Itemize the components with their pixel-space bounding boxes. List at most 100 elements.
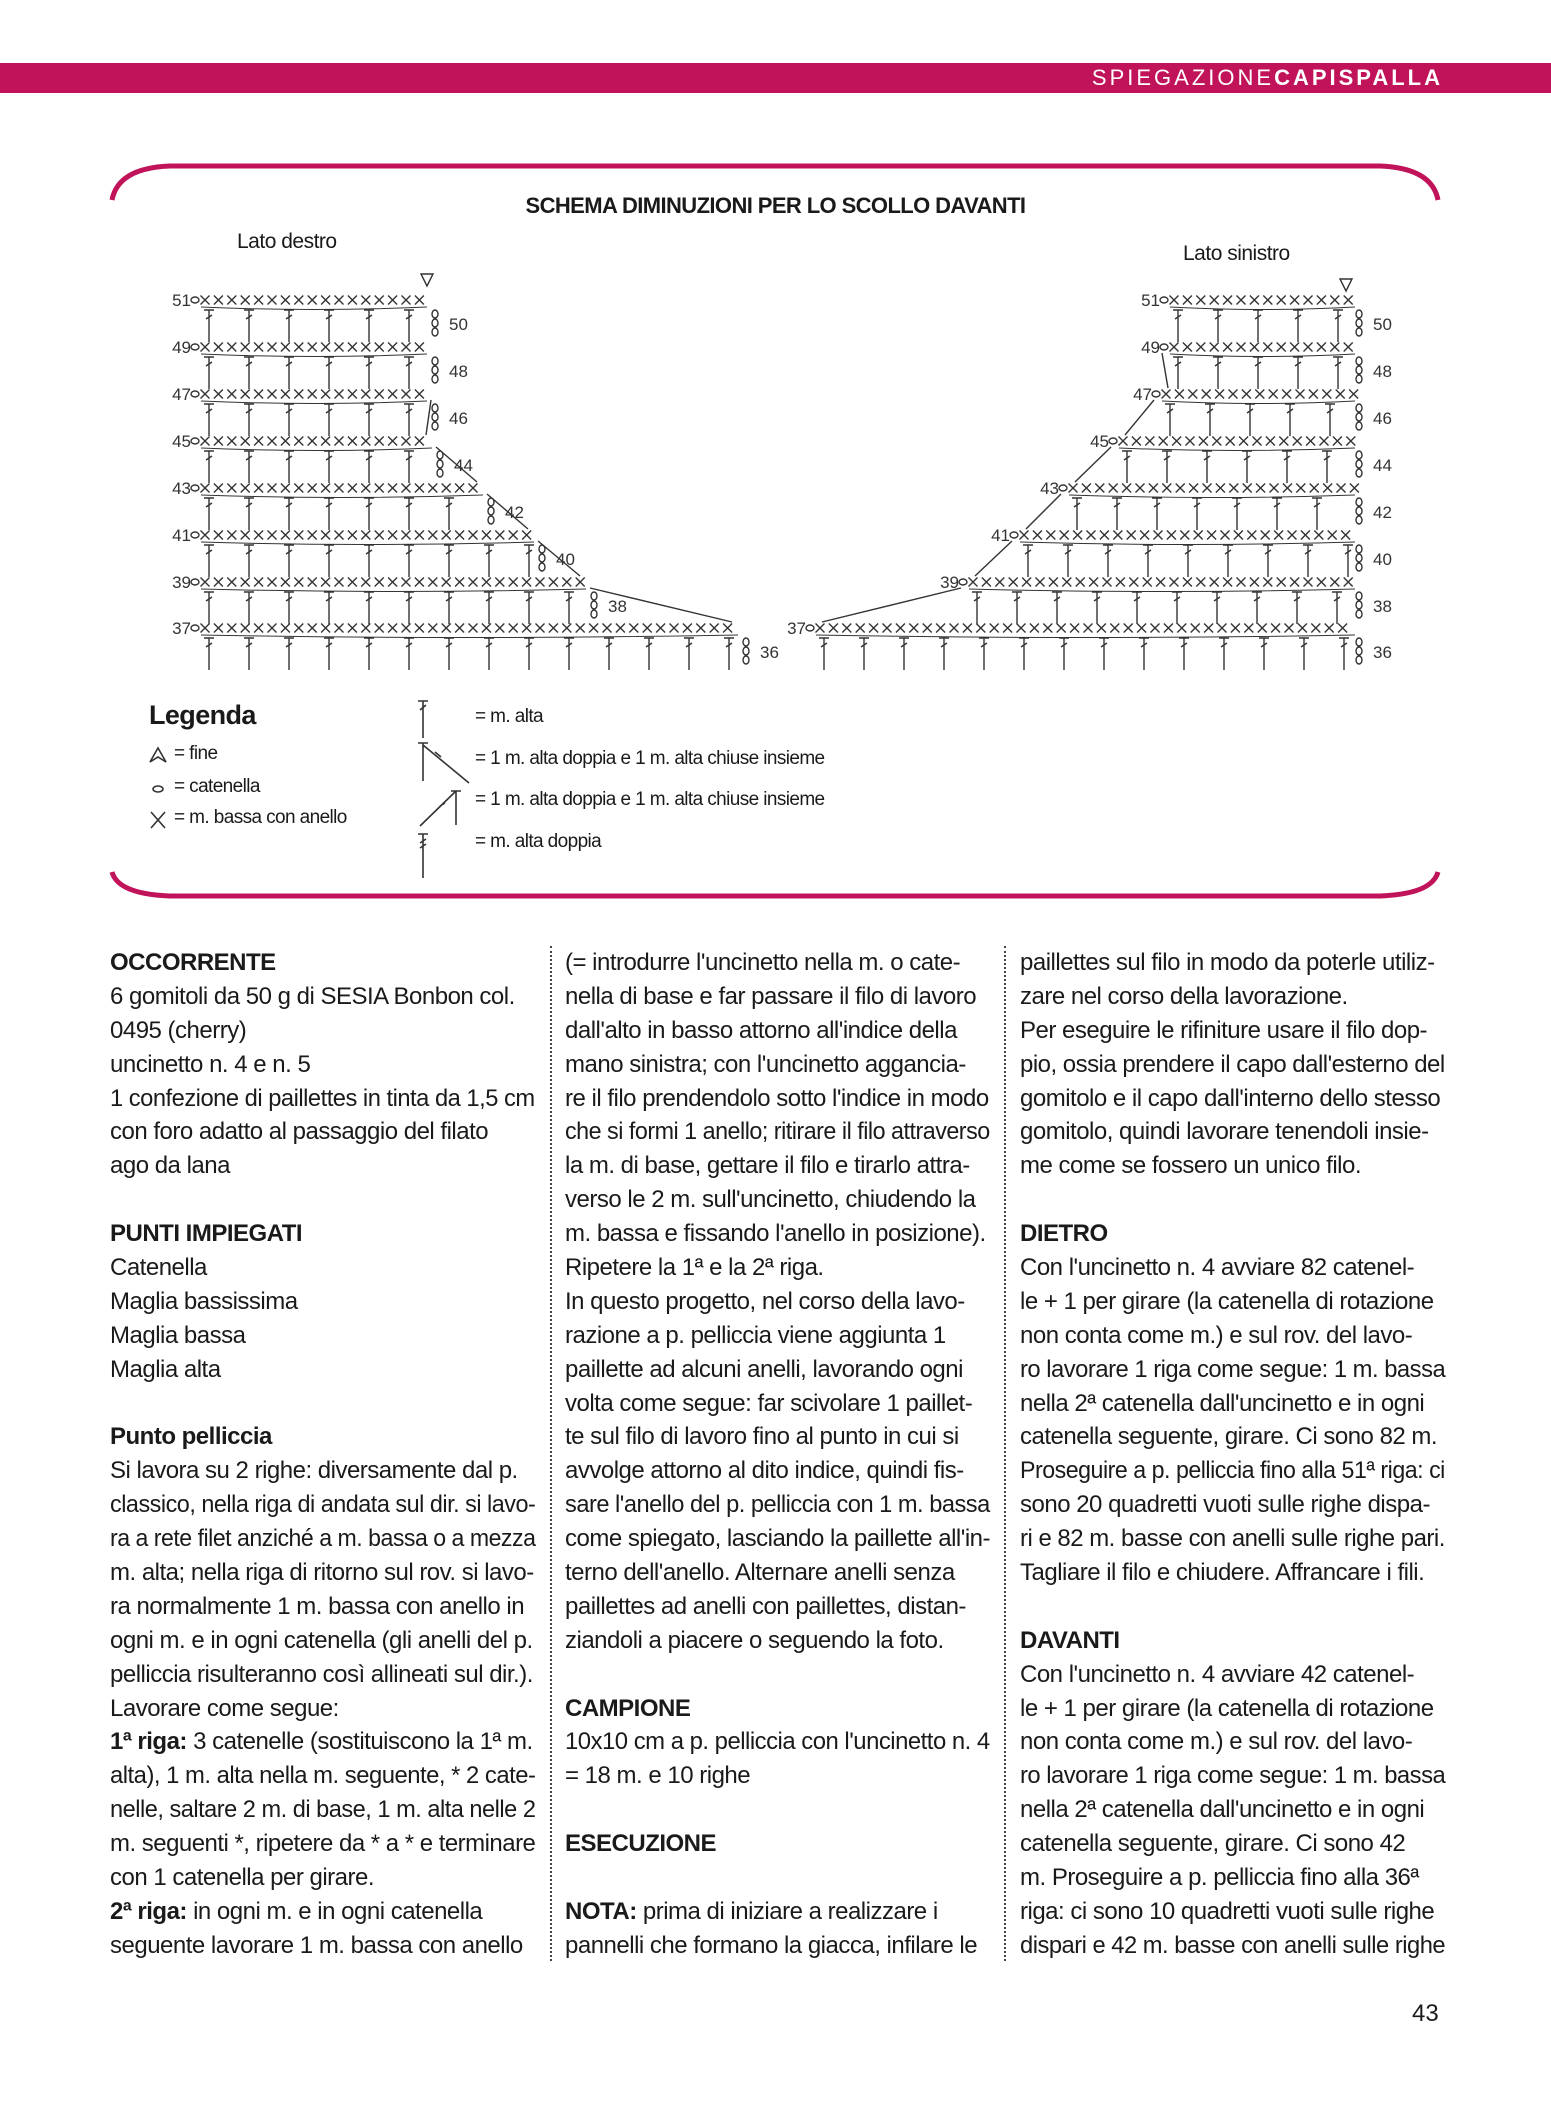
treble-mark [204, 450, 214, 483]
loop-stitch-mark [535, 623, 545, 633]
decrease-mark [537, 540, 581, 577]
loop-stitch-mark [1169, 342, 1179, 352]
row-number-even: 42 [1373, 503, 1392, 522]
loop-stitch-mark [468, 483, 478, 493]
chain-mark [1355, 403, 1363, 413]
chain-mark [538, 553, 546, 563]
treble-mark [244, 497, 254, 530]
chain-mark [436, 459, 444, 469]
row-number-odd: 43 [172, 479, 191, 498]
loop-stitch-mark [454, 623, 465, 633]
treble-mark [364, 450, 374, 483]
row-number-even: 40 [556, 550, 575, 569]
loop-stitch-mark [253, 342, 264, 352]
decrease-mark [821, 587, 962, 623]
loop-stitch-mark [454, 483, 465, 493]
loop-stitch-mark [427, 483, 438, 493]
loop-stitch-mark [494, 577, 505, 587]
treble-mark [204, 403, 214, 436]
chain-mark [190, 484, 200, 492]
treble-mark [1099, 637, 1109, 670]
loop-stitch-mark [1175, 483, 1186, 493]
loop-stitch-mark [642, 623, 653, 633]
loop-stitch-mark [1262, 342, 1273, 352]
loop-stitch-mark [1190, 623, 1201, 633]
loop-stitch-mark [414, 295, 425, 305]
loop-stitch-mark [855, 623, 866, 633]
loop-stitch-mark [267, 436, 277, 446]
loop-stitch-mark [360, 577, 371, 587]
treble-mark [1019, 637, 1029, 670]
loop-stitch-mark [1329, 577, 1340, 587]
text-line: nella 2ª catenella dall'uncinetto e in o… [1020, 1389, 1425, 1417]
row-number-odd: 39 [940, 573, 959, 592]
loop-stitch-mark [1195, 342, 1206, 352]
treble-mark [644, 637, 654, 670]
treble-mark [1293, 356, 1303, 389]
loop-stitch-mark [401, 342, 411, 352]
loop-stitch-mark [320, 483, 331, 493]
loop-stitch-mark [347, 530, 358, 540]
loop-stitch-mark [226, 530, 237, 540]
loop-stitch-mark [508, 577, 519, 587]
loop-stitch-mark [334, 389, 344, 399]
loop-stitch-mark [1303, 342, 1313, 352]
loop-stitch-mark [441, 577, 452, 587]
loop-stitch-mark [267, 295, 277, 305]
text-line: nella 2ª catenella dall'uncinetto e in o… [1020, 1796, 1425, 1824]
loop-stitch-mark [1329, 295, 1340, 305]
text-column-2: (= introdurre l'uncinetto nella m. o cat… [565, 946, 991, 1963]
treble-mark [404, 544, 414, 577]
loop-stitch-mark [1153, 530, 1163, 540]
loop-stitch-mark [334, 623, 344, 633]
treble-mark [1173, 356, 1183, 389]
loop-stitch-mark [267, 483, 277, 493]
loop-stitch-mark [280, 295, 291, 305]
loop-stitch-mark [374, 577, 385, 587]
treble-mark [1213, 356, 1223, 389]
loop-stitch-mark [226, 295, 237, 305]
text-line: gomitolo e il capo dall'interno dello st… [1020, 1084, 1441, 1112]
loop-stitch-mark [1308, 389, 1319, 399]
loop-stitch-mark [200, 342, 210, 352]
loop-stitch-mark [374, 436, 385, 446]
loop-stitch-mark [320, 342, 331, 352]
text-line: sare l'anello del p. pelliccia con 1 m. … [565, 1491, 990, 1519]
loop-stitch-mark [841, 623, 852, 633]
box-top-curve [109, 163, 1441, 201]
text-line [565, 1861, 990, 1895]
loop-stitch-mark [1203, 623, 1214, 633]
row-number-odd: 39 [172, 573, 191, 592]
loop-stitch-mark [414, 623, 425, 633]
loop-stitch-mark [293, 483, 304, 493]
treble-mark [404, 356, 414, 389]
loop-stitch-mark [1182, 577, 1193, 587]
loop-stitch-mark [1072, 530, 1083, 540]
treble-mark [484, 591, 494, 624]
loop-stitch-mark [1241, 389, 1252, 399]
loop-stitch-mark [226, 577, 237, 587]
row-number-odd: 51 [172, 291, 191, 310]
text-line: ago da lana [110, 1152, 230, 1180]
treble-mark [244, 591, 254, 624]
loop-stitch-mark [427, 577, 438, 587]
loop-stitch-mark [1176, 623, 1187, 633]
box-bottom-curve [109, 871, 1441, 899]
text-line: avvolge attorno al dito indice, quindi f… [565, 1457, 964, 1485]
treble-mark [204, 544, 214, 577]
treble-mark [284, 309, 294, 342]
treble-mark [564, 637, 574, 670]
loop-stitch-mark [1032, 530, 1043, 540]
loop-stitch-mark [1276, 342, 1287, 352]
loop-stitch-mark [280, 483, 291, 493]
loop-stitch-mark [1109, 623, 1120, 633]
decrease-mark [1074, 446, 1112, 483]
loop-stitch-mark [615, 623, 626, 633]
loop-stitch-mark [1236, 342, 1246, 352]
chain-mark [1355, 609, 1363, 619]
loop-stitch-mark [401, 577, 411, 587]
treble-mark [484, 637, 494, 670]
loop-stitch-mark [1316, 342, 1327, 352]
treble-mark [1212, 591, 1222, 624]
treble-mark [444, 637, 454, 670]
